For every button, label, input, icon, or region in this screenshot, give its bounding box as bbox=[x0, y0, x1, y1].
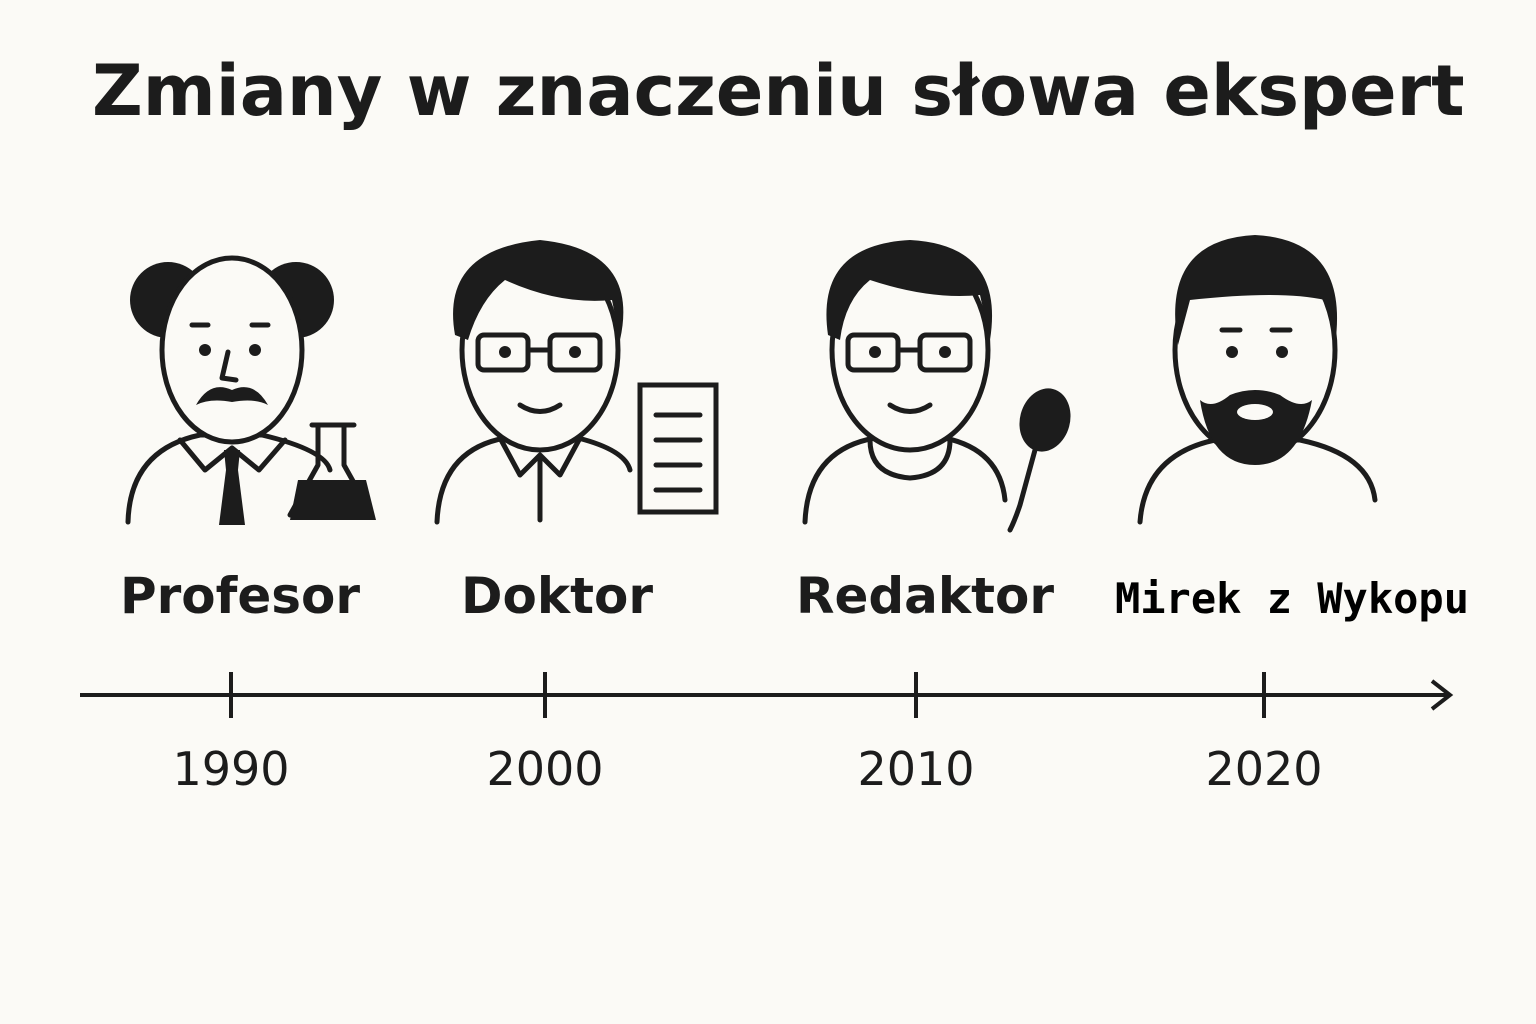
role-label: Mirek z Wykopu bbox=[1115, 574, 1469, 623]
year-label: 1990 bbox=[172, 742, 289, 796]
year-label: 2000 bbox=[486, 742, 603, 796]
year-label: 2010 bbox=[857, 742, 974, 796]
doctor-icon bbox=[434, 240, 719, 525]
title: Zmiany w znaczeniu słowa ekspert bbox=[92, 50, 1465, 132]
wykop-user-icon bbox=[1137, 235, 1378, 525]
editor-icon bbox=[802, 240, 1071, 533]
axis-arrow bbox=[1430, 679, 1454, 711]
role-label: Redaktor bbox=[796, 567, 1054, 625]
professor-icon bbox=[125, 255, 376, 525]
role-label: Profesor bbox=[120, 567, 360, 625]
role-label: Doktor bbox=[461, 567, 653, 625]
year-label: 2020 bbox=[1205, 742, 1322, 796]
